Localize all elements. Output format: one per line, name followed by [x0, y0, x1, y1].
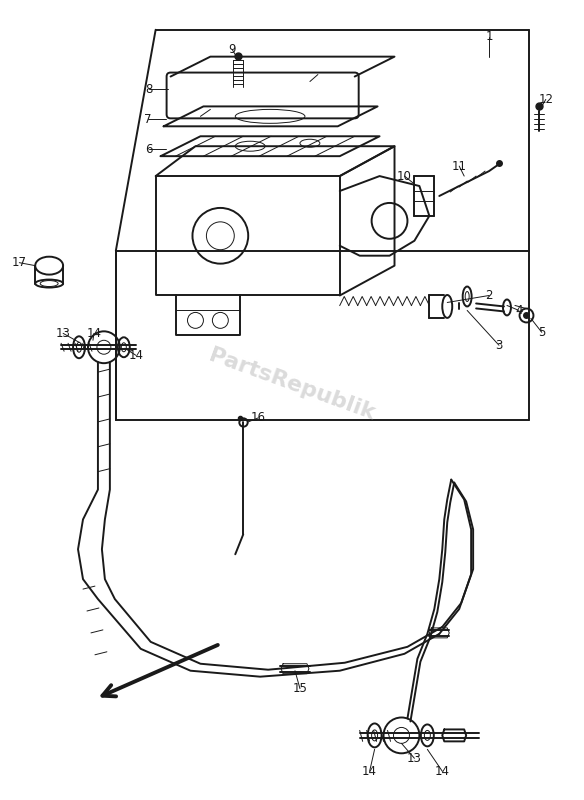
Text: 9: 9	[228, 43, 236, 56]
Text: 8: 8	[145, 83, 152, 96]
Text: 14: 14	[434, 765, 450, 778]
Text: 14: 14	[128, 349, 143, 362]
Text: 13: 13	[407, 752, 422, 765]
Text: 1: 1	[485, 30, 493, 43]
Text: 2: 2	[485, 289, 493, 302]
Text: PartsRepublik: PartsRepublik	[206, 345, 378, 423]
Text: 11: 11	[451, 160, 467, 173]
Text: 7: 7	[144, 113, 151, 126]
Text: 14: 14	[362, 765, 377, 778]
Text: 17: 17	[12, 256, 27, 269]
Text: 6: 6	[145, 142, 152, 156]
Text: 12: 12	[538, 93, 553, 106]
Text: 14: 14	[86, 327, 102, 340]
Text: 4: 4	[515, 304, 523, 317]
Text: 3: 3	[495, 338, 503, 352]
Text: 5: 5	[538, 326, 545, 339]
Text: 15: 15	[293, 682, 307, 695]
Text: 10: 10	[397, 170, 412, 182]
Text: 16: 16	[251, 411, 266, 425]
Text: 13: 13	[55, 327, 71, 340]
